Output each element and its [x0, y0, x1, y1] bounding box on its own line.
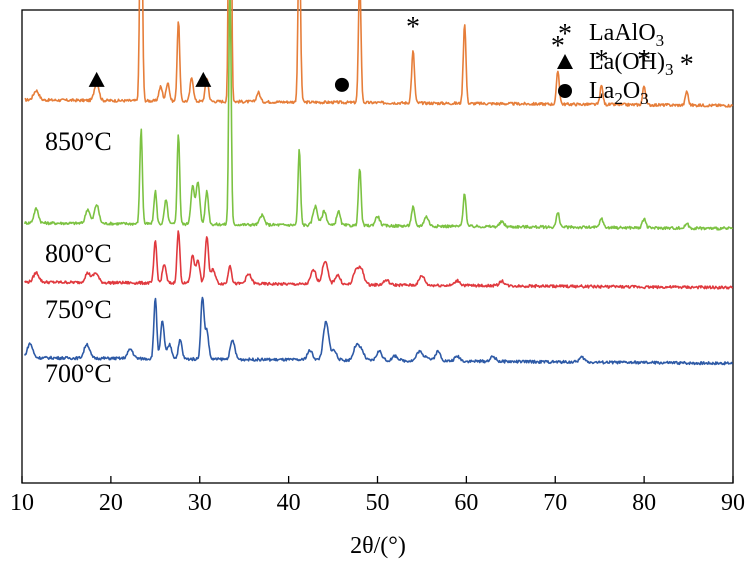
peak-marker-star: *	[594, 45, 608, 76]
series-line-2	[24, 230, 734, 290]
peak-marker-star: *	[551, 31, 565, 62]
series-line-0	[24, 0, 734, 108]
peak-marker-triangle	[88, 71, 105, 87]
x-tick-label: 50	[366, 490, 390, 516]
x-tick-label: 70	[543, 490, 567, 516]
x-axis-title: 2θ/(°)	[350, 533, 406, 559]
x-tick-label: 30	[188, 490, 212, 516]
x-tick-label: 10	[10, 490, 34, 516]
legend-symbol-star: *	[558, 19, 572, 50]
x-tick-label: 20	[99, 490, 123, 516]
peak-marker-star: *	[637, 45, 651, 76]
series-line-3	[23, 296, 733, 366]
legend-label: La(OH)3	[589, 49, 673, 79]
legend-entry: * LaAlO3	[558, 19, 664, 50]
legend-entry: La(OH)3	[557, 49, 673, 79]
series-labels: 850°C 800°C 750°C 700°C	[45, 127, 112, 388]
series-label-1: 800°C	[45, 239, 112, 268]
legend-label: LaAlO3	[589, 20, 664, 50]
legend-entry: La2O3	[558, 78, 649, 108]
series-label-0: 850°C	[45, 127, 112, 156]
peak-marker-circle	[334, 77, 349, 92]
peak-marker-triangle	[195, 71, 212, 87]
x-axis: 10 20 30 40 50 60 70 80 90	[10, 476, 745, 516]
peak-marker-star: *	[680, 50, 694, 81]
x-tick-label: 90	[721, 490, 745, 516]
x-tick-label: 60	[454, 490, 478, 516]
series-label-2: 750°C	[45, 295, 112, 324]
x-tick-label: 40	[277, 490, 301, 516]
series-layer	[23, 0, 734, 366]
series-label-3: 700°C	[45, 359, 112, 388]
legend-label: La2O3	[589, 78, 649, 108]
peak-marker-layer: **********	[88, 0, 694, 92]
x-tick-label: 80	[632, 490, 656, 516]
legend-symbol-triangle	[557, 54, 573, 69]
peak-marker-star: *	[406, 12, 420, 43]
peak-marker-star: *	[458, 0, 472, 14]
legend-symbol-circle	[558, 84, 572, 98]
series-line-1	[23, 0, 734, 231]
